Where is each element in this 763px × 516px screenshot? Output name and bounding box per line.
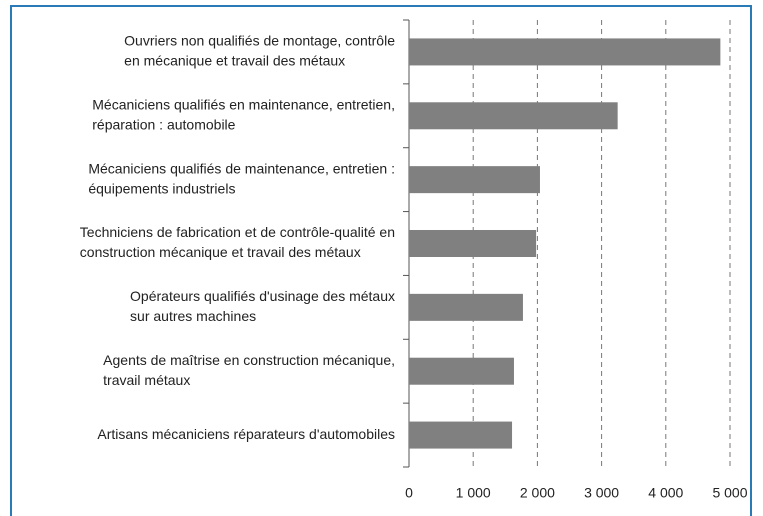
y-tick-label-line: équipements industriels (88, 180, 235, 196)
y-tick-label-line: en mécanique et travail des métaux (124, 53, 345, 69)
x-tick-label: 5 000 (712, 485, 747, 501)
y-tick-label: Techniciens de fabrication et de contrôl… (80, 224, 395, 260)
bar (409, 293, 523, 321)
y-tick-label-line: réparation : automobile (92, 116, 235, 132)
y-tick-label: Ouvriers non qualifiés de montage, contr… (124, 33, 395, 69)
bar (409, 102, 618, 130)
x-tick-label: 0 (405, 485, 413, 501)
bar (409, 230, 537, 257)
y-tick-label-line: Mécaniciens qualifiés en maintenance, en… (92, 96, 395, 112)
y-tick-label-line: Agents de maîtrise en construction mécan… (103, 352, 395, 368)
y-tick-label: Mécaniciens qualifiés de maintenance, en… (88, 160, 395, 196)
frame (10, 5, 752, 516)
x-tick-label: 3 000 (584, 485, 619, 501)
x-tick-label: 1 000 (456, 485, 491, 501)
bar (409, 166, 540, 194)
y-tick-label-line: Techniciens de fabrication et de contrôl… (80, 224, 395, 240)
bar (409, 357, 514, 385)
x-tick-label: 4 000 (648, 485, 683, 501)
y-tick-label: Artisans mécaniciens réparateurs d'autom… (97, 426, 395, 442)
x-tick-label: 2 000 (520, 485, 555, 501)
y-tick-label: Agents de maîtrise en construction mécan… (103, 352, 395, 388)
y-tick-label: Opérateurs qualifiés d'usinage des métau… (130, 288, 395, 324)
y-tick-label-line: Opérateurs qualifiés d'usinage des métau… (130, 288, 395, 304)
y-tick-label-line: Artisans mécaniciens réparateurs d'autom… (97, 426, 395, 442)
y-tick-label-line: sur autres machines (130, 308, 256, 324)
y-tick-label-line: Mécaniciens qualifiés de maintenance, en… (88, 160, 395, 176)
y-tick-label-line: travail métaux (103, 372, 190, 388)
y-tick-label-line: construction mécanique et travail des mé… (80, 244, 361, 260)
y-tick-label: Mécaniciens qualifiés en maintenance, en… (92, 96, 395, 132)
bar (409, 38, 721, 66)
y-tick-label-line: Ouvriers non qualifiés de montage, contr… (124, 33, 395, 49)
bar (409, 421, 513, 449)
